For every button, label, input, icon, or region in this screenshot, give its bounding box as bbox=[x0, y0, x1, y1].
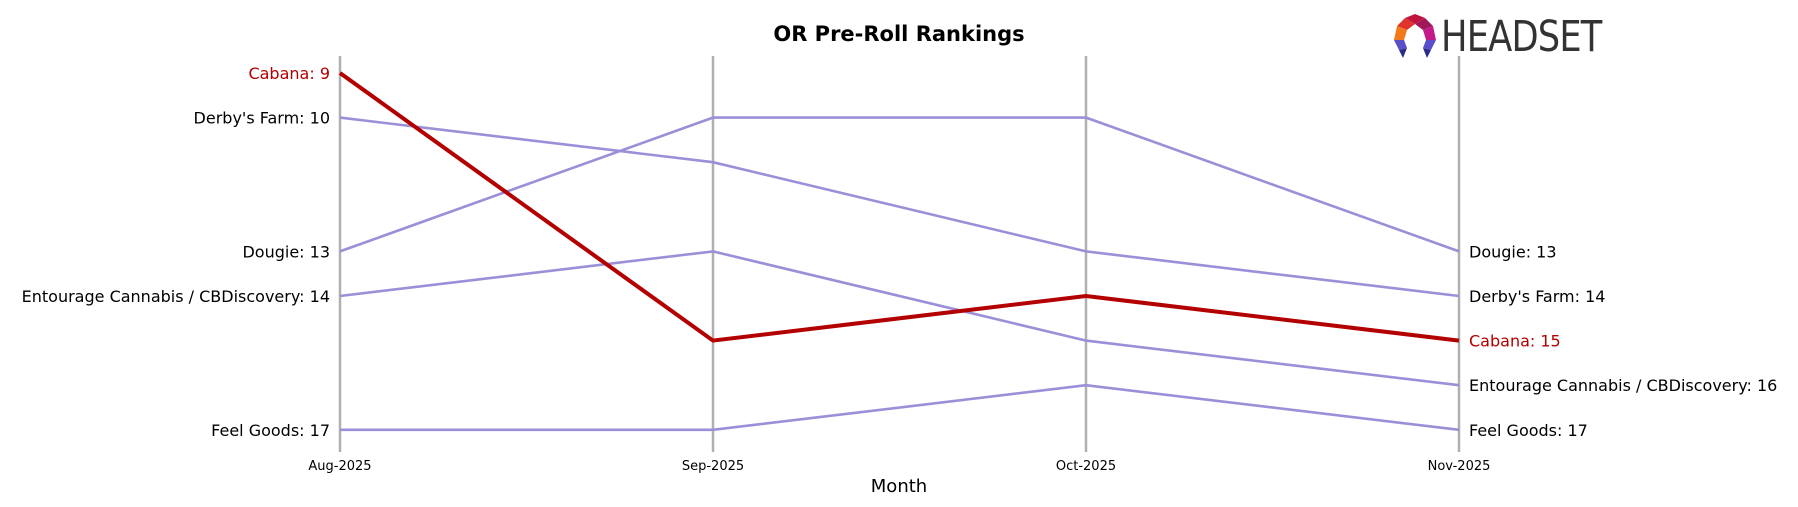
series-line bbox=[338, 71, 1460, 343]
x-tick-label: Sep-2025 bbox=[682, 459, 744, 474]
month-axes bbox=[338, 56, 1461, 452]
series-line bbox=[340, 383, 1460, 432]
right-rank-label: Derby's Farm: 14 bbox=[1469, 287, 1605, 306]
right-rank-label: Feel Goods: 17 bbox=[1469, 421, 1588, 440]
headset-logo-text: HEADSET bbox=[1441, 11, 1602, 62]
x-tick-label: Nov-2025 bbox=[1428, 459, 1491, 474]
left-rank-label: Entourage Cannabis / CBDiscovery: 14 bbox=[22, 287, 330, 306]
headset-logo: HEADSET bbox=[1393, 14, 1637, 60]
left-rank-label: Dougie: 13 bbox=[242, 242, 330, 261]
x-axis-label: Month bbox=[870, 476, 928, 497]
right-rank-label: Entourage Cannabis / CBDiscovery: 16 bbox=[1469, 376, 1777, 395]
rank-labels: Cabana: 9 Derby's Farm: 10 Dougie: 13 Entou… bbox=[22, 64, 1778, 440]
left-rank-label: Cabana: 9 bbox=[248, 64, 330, 83]
right-rank-label: Cabana: 15 bbox=[1469, 332, 1561, 351]
x-tick-label: Aug-2025 bbox=[308, 459, 371, 474]
series-line bbox=[339, 116, 1460, 253]
x-tick-label: Oct-2025 bbox=[1056, 459, 1116, 474]
x-tick-labels: Aug-2025 Sep-2025 Oct-2025 Nov-2025 bbox=[308, 459, 1490, 474]
right-rank-label: Dougie: 13 bbox=[1469, 242, 1557, 261]
chart-title: OR Pre-Roll Rankings bbox=[773, 22, 1025, 46]
headset-logo-icon bbox=[1394, 14, 1436, 58]
left-rank-label: Derby's Farm: 10 bbox=[194, 109, 330, 128]
left-rank-label: Feel Goods: 17 bbox=[211, 421, 330, 440]
series-line bbox=[339, 116, 1460, 298]
series-lines bbox=[338, 71, 1460, 432]
series-line bbox=[339, 250, 1460, 387]
